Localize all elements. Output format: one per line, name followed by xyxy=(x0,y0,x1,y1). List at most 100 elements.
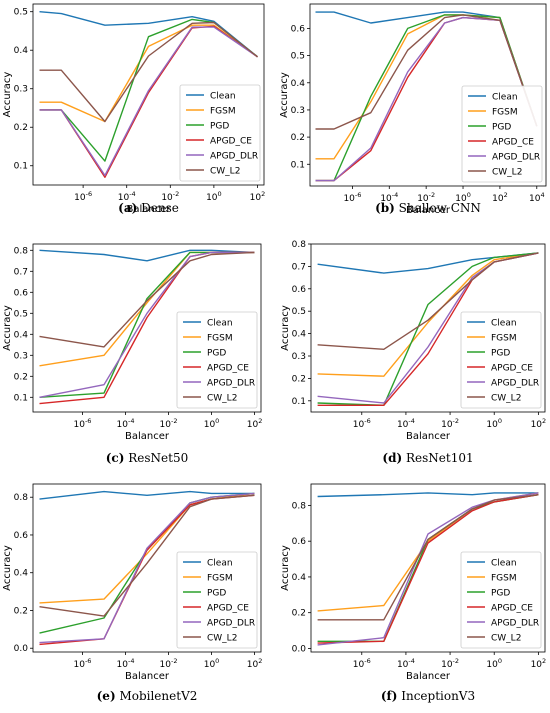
y-tick-label: 0.8 xyxy=(292,240,307,250)
legend-label: FGSM xyxy=(207,334,233,344)
series-line-clean xyxy=(39,490,255,500)
series-line-apgd-dlr xyxy=(39,251,255,398)
legend-label: Clean xyxy=(492,93,518,103)
y-tick-label: 0.1 xyxy=(14,162,28,172)
y-tick-label: 0.0 xyxy=(14,644,29,654)
y-axis-label: Accuracy xyxy=(2,72,13,118)
panel-caption: (c) ResNet50 xyxy=(106,451,188,465)
x-tick-label: 10-2 xyxy=(417,191,435,204)
series-line-apgd-dlr xyxy=(39,492,255,644)
y-tick-label: 0.6 xyxy=(14,531,29,541)
chart-panel-shallow-cnn: 0.1 0.2 0.3 0.4 0.5 0.6 10-6 10-4 10-2 100 102 104 B… xyxy=(279,3,547,216)
legend-label: Clean xyxy=(207,319,233,329)
x-tick-label: 10-2 xyxy=(441,657,459,670)
x-tick-label: 10-4 xyxy=(117,657,135,670)
legend-box xyxy=(176,311,258,409)
legend-label: Clean xyxy=(491,559,517,569)
y-tick-label: 0.8 xyxy=(292,501,307,511)
panel-caption: (a) Dense xyxy=(118,201,179,215)
x-tick-label: 100 xyxy=(486,657,502,670)
legend-label: APGD_DLR xyxy=(491,619,539,629)
chart-panel-mobilenetv2: 0.0 0.2 0.4 0.6 0.8 10-6 10-4 10-2 100 102 Balance… xyxy=(2,483,263,703)
y-tick-label: 0.6 xyxy=(292,285,307,295)
y-tick-label: 0.8 xyxy=(14,246,29,256)
legend-label: CW_L2 xyxy=(207,634,237,644)
series-line-apgd-dlr xyxy=(39,26,258,177)
legend-label: PGD xyxy=(207,589,226,599)
legend: Clean FGSM PGD APGD_CE APGD_DLR CW_L2 xyxy=(179,84,261,182)
legend-label: PGD xyxy=(491,349,510,359)
y-axis-label: Accuracy xyxy=(279,72,290,118)
y-tick-label: 0.2 xyxy=(291,133,305,143)
x-axis-label: Balancer xyxy=(406,431,451,442)
y-tick-label: 0.1 xyxy=(292,397,306,407)
axes-frame xyxy=(32,483,262,653)
legend-label: Clean xyxy=(491,319,517,329)
x-tick-label: 104 xyxy=(529,191,545,204)
legend-label: APGD_DLR xyxy=(210,152,258,162)
y-tick-label: 0.6 xyxy=(291,24,306,34)
series-line-clean xyxy=(39,11,258,58)
x-axis-label: Balancer xyxy=(125,431,170,442)
x-tick-label: 10-2 xyxy=(441,417,459,430)
legend: Clean FGSM PGD APGD_CE APGD_DLR CW_L2 xyxy=(176,311,258,409)
y-tick-label: 0.4 xyxy=(14,46,29,56)
y-axis-label: Accuracy xyxy=(280,305,291,351)
axes-frame xyxy=(32,243,262,413)
axes-frame xyxy=(310,483,546,653)
legend-label: APGD_CE xyxy=(207,604,249,614)
x-tick-label: 102 xyxy=(247,657,263,670)
series-group xyxy=(39,249,255,405)
x-tick-label: 100 xyxy=(206,190,222,203)
x-tick-label: 100 xyxy=(204,657,220,670)
y-tick-label: 0.2 xyxy=(292,609,306,619)
series-line-cw-l2 xyxy=(317,252,539,350)
y-tick-label: 0.5 xyxy=(291,52,305,62)
x-tick-label: 100 xyxy=(455,191,471,204)
legend-label: Clean xyxy=(210,92,236,102)
y-tick-label: 0.4 xyxy=(292,330,307,340)
x-tick-label: 10-4 xyxy=(380,191,398,204)
x-axis-label: Balancer xyxy=(406,205,451,216)
chart-panel-dense: 0.1 0.2 0.3 0.4 0.5 10-6 10-4 10-2 100 102 Balance… xyxy=(2,3,266,215)
legend: Clean FGSM PGD APGD_CE APGD_DLR CW_L2 xyxy=(176,551,258,649)
y-tick-label: 0.1 xyxy=(291,160,305,170)
legend-label: PGD xyxy=(492,123,511,133)
y-tick-label: 0.3 xyxy=(14,351,28,361)
x-tick-label: 10-4 xyxy=(117,417,135,430)
legend-label: FGSM xyxy=(207,574,233,584)
x-tick-label: 10-2 xyxy=(160,417,178,430)
y-tick-label: 0.6 xyxy=(14,288,29,298)
x-tick-label: 102 xyxy=(250,190,266,203)
legend-label: FGSM xyxy=(491,574,517,584)
y-tick-label: 0.2 xyxy=(292,374,306,384)
x-tick-label: 10-6 xyxy=(74,657,92,670)
legend: Clean FGSM PGD APGD_CE APGD_DLR CW_L2 xyxy=(460,311,542,409)
series-line-fgsm xyxy=(39,24,258,123)
legend-label: APGD_DLR xyxy=(491,379,539,389)
legend-box xyxy=(460,311,542,409)
legend-label: PGD xyxy=(491,589,510,599)
x-tick-label: 10-6 xyxy=(74,190,92,203)
legend: Clean FGSM PGD APGD_CE APGD_DLR CW_L2 xyxy=(460,551,542,649)
legend-label: CW_L2 xyxy=(492,168,522,178)
x-tick-label: 10-6 xyxy=(74,417,92,430)
y-tick-label: 0.7 xyxy=(292,262,306,272)
series-line-cw-l2 xyxy=(39,21,258,123)
y-tick-label: 0.2 xyxy=(14,606,28,616)
series-group xyxy=(39,490,255,646)
x-tick-label: 102 xyxy=(247,417,263,430)
x-axis-label: Balancer xyxy=(406,671,451,682)
x-tick-label: 100 xyxy=(204,417,220,430)
series-group xyxy=(315,11,538,182)
panel-caption: (b) Shallow CNN xyxy=(375,201,481,215)
y-tick-label: 0.4 xyxy=(14,569,29,579)
legend-label: APGD_DLR xyxy=(207,619,255,629)
legend-box xyxy=(461,85,543,183)
legend-label: FGSM xyxy=(491,334,517,344)
y-tick-label: 0.8 xyxy=(14,493,29,503)
x-tick-label: 10-2 xyxy=(161,190,179,203)
legend-box xyxy=(176,551,258,649)
axes-frame xyxy=(309,3,547,187)
y-tick-label: 0.3 xyxy=(291,106,305,116)
